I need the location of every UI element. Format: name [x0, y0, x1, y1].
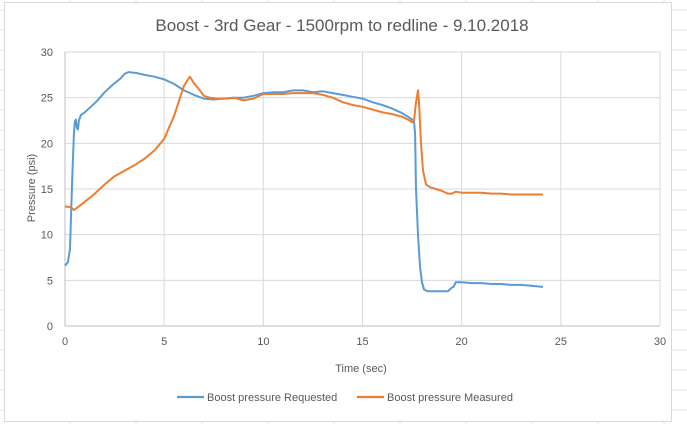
- x-tick-label: 0: [62, 336, 68, 348]
- chart-title: Boost - 3rd Gear - 1500rpm to redline - …: [155, 16, 528, 35]
- x-tick-label: 25: [555, 336, 567, 348]
- x-tick-label: 30: [654, 336, 666, 348]
- y-tick-label: 0: [47, 321, 53, 333]
- y-tick-label: 30: [41, 47, 53, 59]
- x-tick-label: 10: [257, 336, 269, 348]
- y-tick-label: 20: [41, 138, 53, 150]
- y-tick-label: 10: [41, 230, 53, 242]
- legend-label-measured: Boost pressure Measured: [387, 392, 513, 404]
- y-axis-label: Pressure (psi): [26, 154, 38, 222]
- x-axis-ticks: 0 5 10 15 20 25 30: [62, 336, 666, 348]
- y-tick-label: 15: [41, 184, 53, 196]
- series-line-requested: [64, 71, 543, 293]
- legend-item-measured: Boost pressure Measured: [357, 392, 513, 404]
- legend-label-requested: Boost pressure Requested: [207, 392, 337, 404]
- y-tick-label: 5: [47, 275, 53, 287]
- y-tick-label: 25: [41, 93, 53, 105]
- legend: Boost pressure Requested Boost pressure …: [177, 392, 513, 404]
- series-line-measured: [64, 75, 543, 211]
- y-axis-ticks: 0 5 10 15 20 25 30: [41, 47, 53, 333]
- chart-area: [4, 2, 672, 422]
- x-tick-label: 5: [161, 336, 167, 348]
- x-tick-label: 15: [356, 336, 368, 348]
- x-axis-label: Time (sec): [335, 363, 387, 375]
- series-lines: [64, 71, 543, 293]
- x-tick-label: 20: [456, 336, 468, 348]
- legend-item-requested: Boost pressure Requested: [177, 392, 337, 404]
